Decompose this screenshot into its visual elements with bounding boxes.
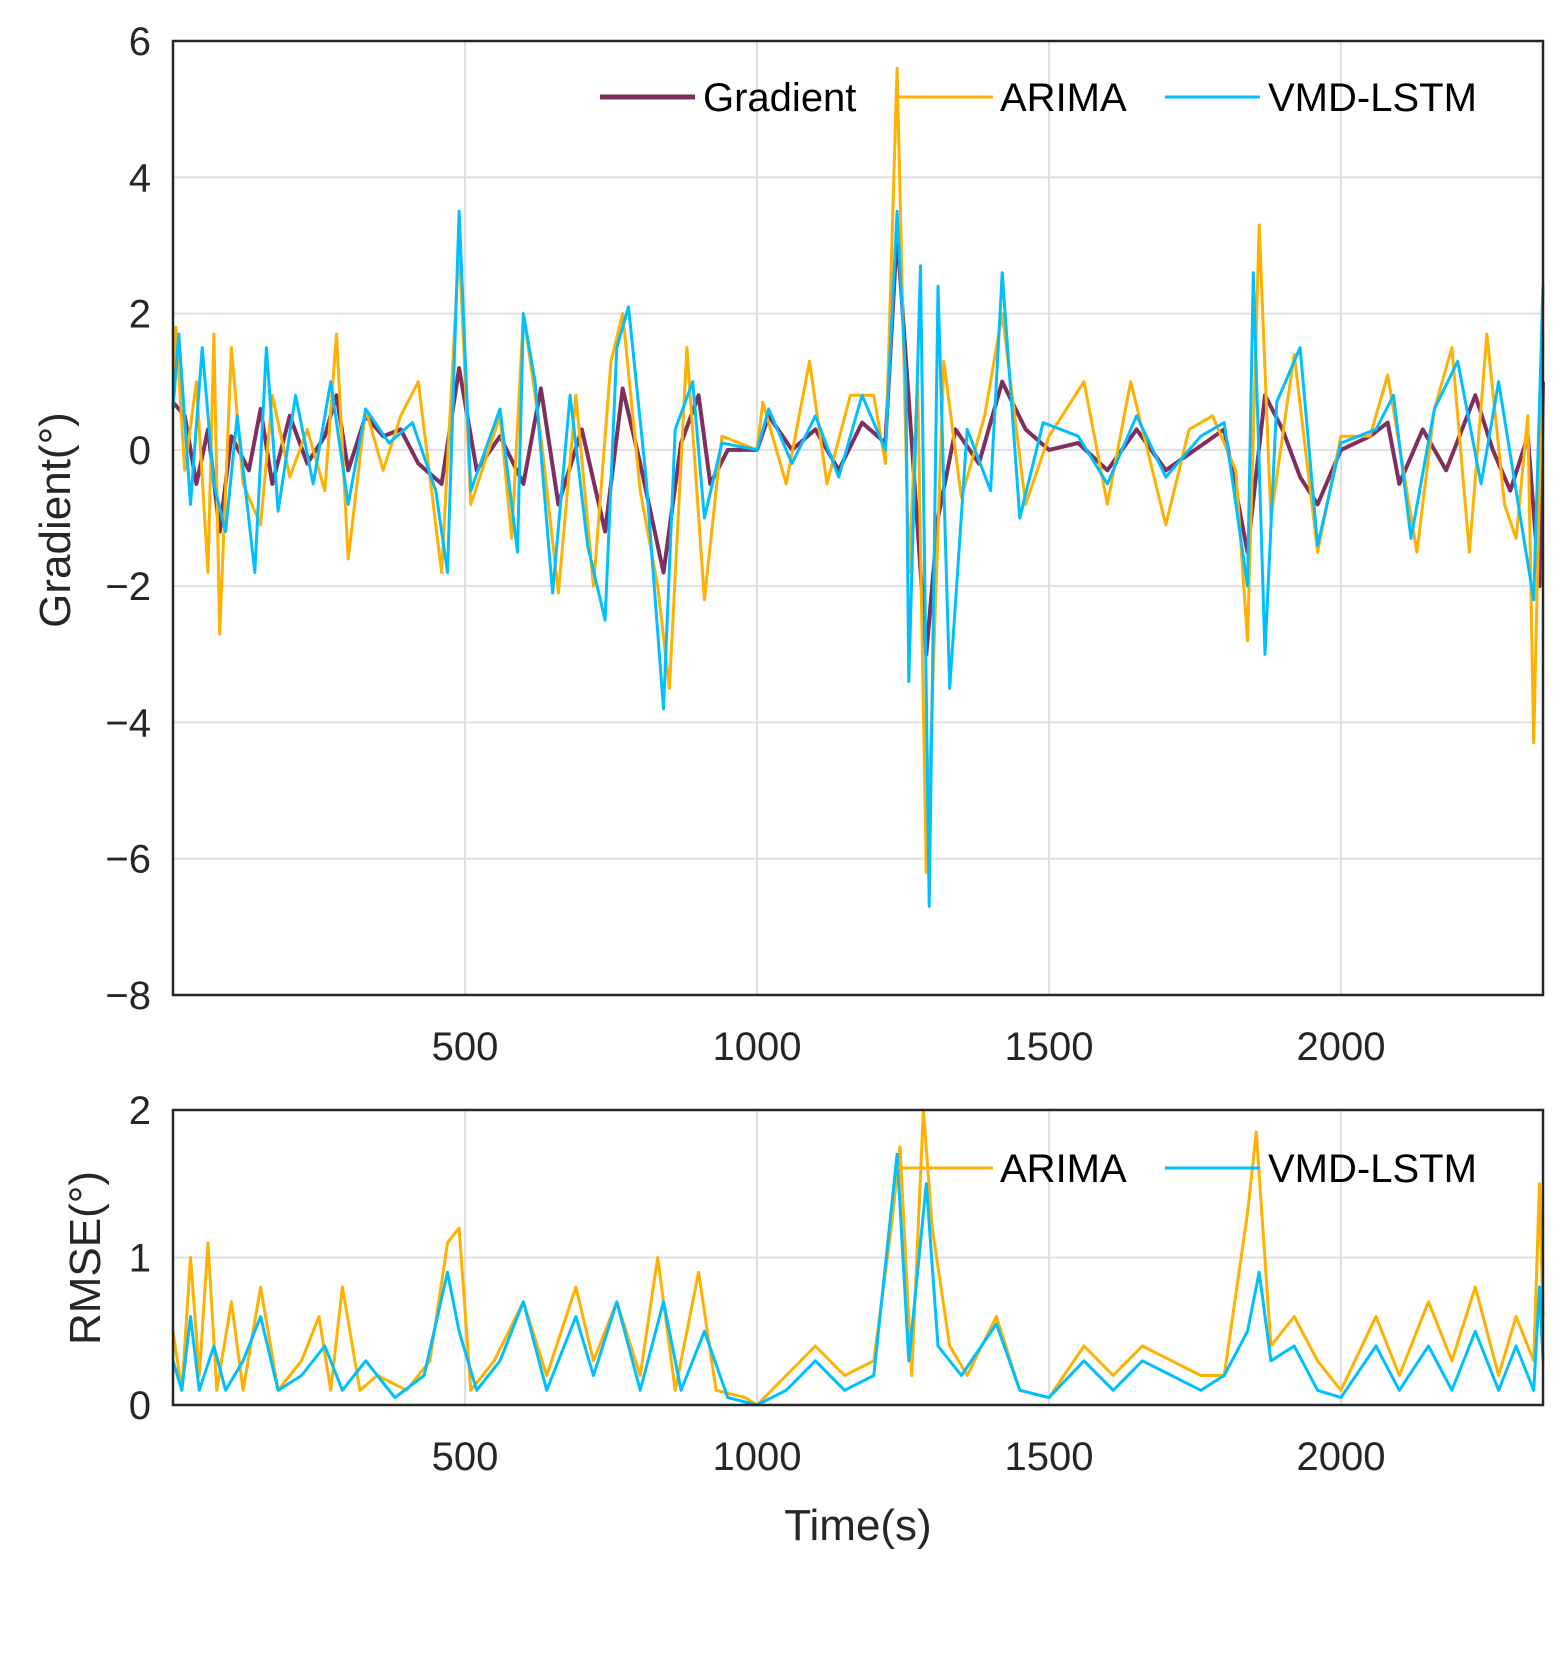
bottom-y-tick-label: 1	[129, 1237, 151, 1281]
top-y-tick-label: 2	[129, 293, 151, 337]
rmse-axes: 500 1000 1500 2000 0 1 2 ARIMA VMD-LSTM	[129, 1089, 1545, 1479]
top-y-tick-label: −4	[105, 701, 151, 745]
top-y-tick-label: 4	[129, 156, 151, 200]
top-y-tick-label: 0	[129, 429, 151, 473]
top-x-tick-label: 1500	[1004, 1025, 1093, 1069]
gradient-axes: 500 1000 1500 2000 −8 −6 −4 −2 0 2 4 6 Gradient ARIMA…	[105, 20, 1545, 1069]
top-plot-area	[173, 41, 1543, 995]
top-y-tick-label: −2	[105, 565, 151, 609]
top-axes-frame	[171, 39, 1545, 997]
top-y-tick-label: 6	[129, 20, 151, 64]
bottom-legend-label: ARIMA	[1000, 1147, 1127, 1191]
bottom-x-tick-label: 1500	[1004, 1435, 1093, 1479]
top-x-tick-label: 500	[432, 1025, 499, 1069]
bottom-series-vmd-lstm	[171, 1152, 1545, 1407]
top-legend-label: VMD-LSTM	[1268, 76, 1477, 120]
bottom-x-tick-label: 1000	[712, 1435, 801, 1479]
top-y-tick-label: −6	[105, 838, 151, 882]
top-y-tick-label: −8	[105, 974, 151, 1018]
bottom-ylabel: RMSE(°)	[61, 1171, 110, 1345]
top-legend-label: Gradient	[703, 76, 856, 120]
bottom-series-arima	[171, 1108, 1545, 1407]
bottom-x-tick-label: 2000	[1296, 1435, 1385, 1479]
bottom-axes-frame	[171, 1108, 1545, 1407]
bottom-y-tick-label: 0	[129, 1384, 151, 1428]
bottom-y-tick-label: 2	[129, 1089, 151, 1133]
bottom-x-tick-label: 500	[432, 1435, 499, 1479]
top-x-tick-label: 2000	[1296, 1025, 1385, 1069]
top-ylabel: Gradient(°)	[31, 412, 80, 628]
top-series-vmd-lstm	[171, 209, 1545, 908]
top-series-arima	[171, 66, 1545, 874]
top-x-tick-label: 1000	[712, 1025, 801, 1069]
bottom-xlabel: Time(s)	[784, 1501, 931, 1550]
bottom-legend-label: VMD-LSTM	[1268, 1147, 1477, 1191]
top-legend-label: ARIMA	[1000, 76, 1127, 120]
